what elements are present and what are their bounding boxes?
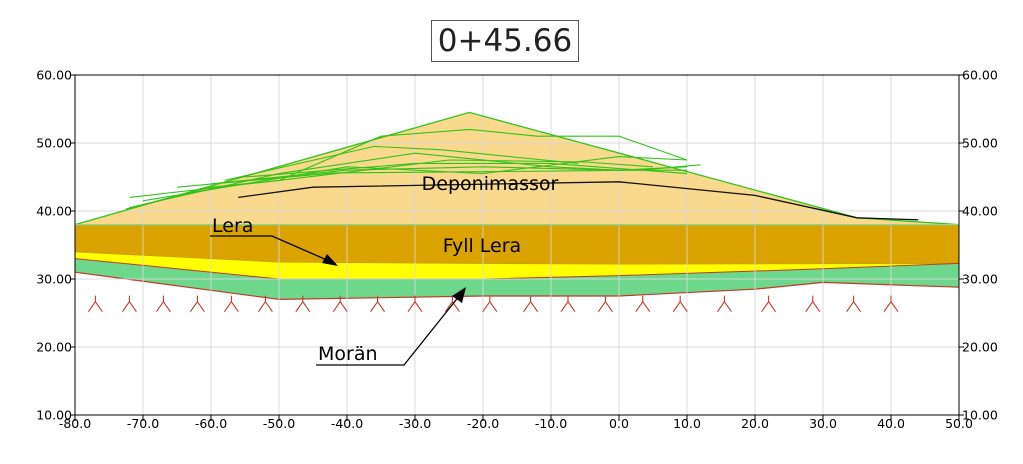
x-tick-label: -40.0 [331, 416, 363, 431]
black-profile-line [238, 181, 919, 221]
y-tick-label-right: 20.00 [962, 340, 998, 355]
deponi-layer [75, 112, 959, 225]
layer-annotations: Deponimassor Fyll Lera Lera Morän [210, 173, 559, 366]
bedrock-symbol [407, 295, 423, 312]
plot-border [74, 74, 960, 416]
x-tick-label: -70.0 [127, 416, 159, 431]
bedrock-symbol [257, 295, 273, 312]
survey-profile-line [129, 159, 654, 198]
x-tick-label: 30.0 [809, 416, 837, 431]
bedrock-symbol [597, 295, 613, 312]
bedrock-symbol [223, 295, 239, 312]
deponi-surface-line [74, 111, 960, 226]
bedrock-symbol [332, 295, 348, 312]
x-tick-label: 20.0 [741, 416, 769, 431]
x-tick-label: 0.0 [609, 416, 629, 431]
x-tick-label: -50.0 [263, 416, 295, 431]
grid-lines [75, 75, 959, 415]
survey-profile-line [224, 145, 579, 181]
bedrock-symbol [482, 295, 498, 312]
x-tick-label: 50.0 [945, 416, 973, 431]
moran-arrowhead [452, 287, 466, 303]
bedrock-symbol [846, 295, 862, 312]
soil-layers [74, 112, 960, 301]
x-tick-label: -60.0 [195, 416, 227, 431]
bedrock-symbol [444, 295, 460, 312]
bedrock-symbols [87, 295, 899, 312]
label-moran: Morän [318, 343, 378, 365]
bedrock-symbol [560, 295, 576, 312]
lera-arrowhead [322, 254, 338, 266]
bedrock-symbol [805, 295, 821, 312]
x-tick-label: 40.0 [877, 416, 905, 431]
y-tick-label-right: 50.00 [962, 136, 998, 151]
profile-lines [74, 111, 960, 226]
y-tick-label-left: 60.00 [36, 68, 72, 83]
x-tick-label: -20.0 [467, 416, 499, 431]
label-fyll-lera: Fyll Lera [443, 235, 521, 257]
station-label: 0+45.66 [437, 23, 573, 59]
bedrock-symbol [716, 295, 732, 312]
moran-leader-line [316, 289, 465, 366]
station-label-box: 0+45.66 [431, 20, 579, 62]
x-tick-label: -80.0 [59, 416, 91, 431]
bedrock-symbol [672, 295, 688, 312]
bedrock-symbol [635, 295, 651, 312]
bedrock-symbol [155, 295, 171, 312]
bedrock-symbol [523, 295, 539, 312]
y-tick-label-left: 20.00 [36, 340, 72, 355]
lera-layer [75, 251, 959, 279]
bedrock-symbol [121, 295, 137, 312]
x-tick-label: 10.0 [673, 416, 701, 431]
bedrock-symbol [883, 295, 899, 312]
axis-labels: -80.0 -70.0 -60.0 -50.0 -40.0 -30.0 -20.0 -10.0… [36, 68, 998, 432]
y-tick-label-left: 40.00 [36, 204, 72, 219]
bedrock-symbol [189, 295, 205, 312]
label-deponimassor: Deponimassor [422, 173, 559, 195]
survey-profile-line [176, 164, 701, 188]
chart-frame [74, 74, 960, 416]
bedrock-symbol [295, 295, 311, 312]
lera-leader-line [210, 235, 337, 265]
bedrock-symbol [370, 295, 386, 312]
y-tick-label-right: 60.00 [962, 68, 998, 83]
survey-profile-line [244, 162, 688, 178]
y-tick-label-left: 30.00 [36, 272, 72, 287]
y-tick-label-left: 50.00 [36, 136, 72, 151]
fyll-lera-layer [75, 224, 959, 264]
bedrock-symbol [87, 295, 103, 312]
label-lera: Lera [212, 215, 253, 237]
bedrock-symbol [761, 295, 777, 312]
x-tick-label: -10.0 [535, 416, 567, 431]
y-tick-label-right: 30.00 [962, 272, 998, 287]
x-tick-label: -30.0 [399, 416, 431, 431]
y-tick-label-right: 10.00 [962, 408, 998, 423]
y-tick-label-right: 40.00 [962, 204, 998, 219]
y-tick-label-left: 10.00 [36, 408, 72, 423]
